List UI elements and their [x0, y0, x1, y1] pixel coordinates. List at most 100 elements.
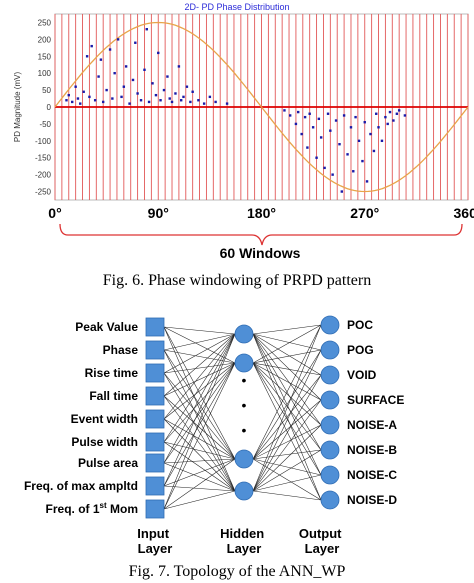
data-point	[202, 102, 206, 105]
input-hidden-edge	[163, 362, 236, 397]
output-node	[320, 465, 340, 485]
data-point	[108, 48, 112, 51]
data-point	[145, 28, 148, 31]
data-point	[346, 153, 349, 156]
data-point	[116, 38, 120, 41]
data-point	[365, 180, 369, 183]
data-point	[90, 44, 93, 48]
hidden-output-edge	[252, 449, 322, 492]
data-point	[113, 71, 116, 75]
data-point	[352, 170, 355, 173]
input-hidden-edge	[163, 441, 236, 492]
output-label: POC	[347, 318, 373, 332]
input-node	[145, 499, 165, 519]
data-point	[139, 99, 143, 102]
data-point	[372, 149, 376, 153]
data-point	[386, 122, 389, 126]
hidden-output-edge	[252, 474, 322, 492]
input-hidden-edge	[163, 362, 236, 487]
data-point	[88, 95, 91, 99]
data-point	[315, 156, 318, 159]
data-point	[157, 51, 160, 55]
data-point	[349, 126, 353, 129]
data-point	[283, 109, 286, 112]
input-label: Event width	[71, 412, 138, 426]
x-tick-label: 0°	[48, 205, 61, 221]
input-hidden-edge	[163, 326, 236, 335]
data-point	[357, 139, 361, 143]
data-point	[93, 99, 97, 102]
output-node	[320, 340, 340, 360]
data-point	[323, 166, 326, 170]
y-tick-label: 200	[38, 35, 52, 44]
input-node	[145, 409, 165, 429]
y-tick-label: 250	[38, 18, 52, 27]
input-hidden-edge	[163, 372, 236, 460]
hidden-ellipsis-dot: •	[242, 397, 247, 413]
hidden-output-edge	[252, 349, 322, 364]
input-label: Rise time	[85, 366, 139, 380]
data-point	[392, 119, 395, 122]
data-point	[189, 100, 192, 104]
input-hidden-edge	[163, 349, 236, 364]
data-point	[154, 93, 158, 97]
output-label: VOID	[347, 368, 377, 382]
windows-bracket	[59, 223, 463, 246]
hidden-output-edge	[252, 458, 322, 501]
hidden-output-edge	[252, 362, 322, 476]
hidden-node	[234, 449, 254, 469]
data-point	[168, 97, 171, 100]
data-point	[166, 75, 169, 78]
input-node	[145, 476, 165, 496]
data-point	[122, 85, 126, 88]
input-layer-label: Input Layer	[137, 526, 172, 556]
data-point	[311, 126, 315, 129]
input-hidden-edge	[163, 349, 236, 460]
data-point	[294, 122, 298, 126]
fig6-caption: Fig. 6. Phase windowing of PRPD pattern	[103, 272, 371, 289]
data-point	[384, 115, 387, 119]
hidden-output-edge	[252, 324, 322, 335]
input-node	[145, 386, 165, 406]
output-label: SURFACE	[347, 393, 404, 407]
x-tick-label: 360°	[454, 205, 474, 221]
input-node	[145, 363, 165, 383]
data-point	[369, 132, 372, 136]
data-point	[128, 102, 131, 105]
data-point	[67, 93, 70, 97]
input-hidden-edge	[163, 490, 236, 510]
hidden-ellipsis-dot: •	[242, 372, 247, 388]
output-node	[320, 440, 340, 460]
input-node	[145, 453, 165, 473]
data-point	[354, 115, 357, 119]
input-hidden-edge	[163, 395, 236, 492]
data-point	[388, 110, 392, 114]
data-point	[76, 97, 80, 100]
hidden-output-edge	[252, 424, 322, 460]
output-node	[320, 490, 340, 510]
data-point	[395, 112, 399, 115]
hidden-output-edge	[252, 362, 322, 426]
data-point	[300, 132, 303, 136]
data-point	[111, 97, 114, 100]
output-node	[320, 365, 340, 385]
input-hidden-edge	[163, 462, 236, 492]
input-hidden-edge	[163, 418, 236, 460]
input-hidden-edge	[163, 458, 236, 464]
data-point	[85, 55, 89, 58]
input-hidden-edge	[163, 362, 236, 510]
y-tick-label: 150	[38, 52, 52, 61]
data-point	[334, 119, 338, 122]
input-label: Fall time	[89, 389, 138, 403]
y-tick-label: -100	[35, 137, 52, 146]
input-hidden-edge	[163, 333, 236, 510]
input-label: Pulse area	[78, 456, 138, 470]
hidden-output-edge	[252, 362, 322, 501]
input-label: Phase	[103, 343, 139, 357]
hidden-layer-label: Hidden Layer	[220, 526, 268, 556]
data-point	[380, 139, 384, 143]
y-tick-label: 50	[42, 86, 51, 95]
y-tick-label: -150	[35, 154, 52, 163]
data-point	[74, 85, 77, 88]
y-axis-label: PD Magnitude (mV)	[13, 72, 22, 143]
